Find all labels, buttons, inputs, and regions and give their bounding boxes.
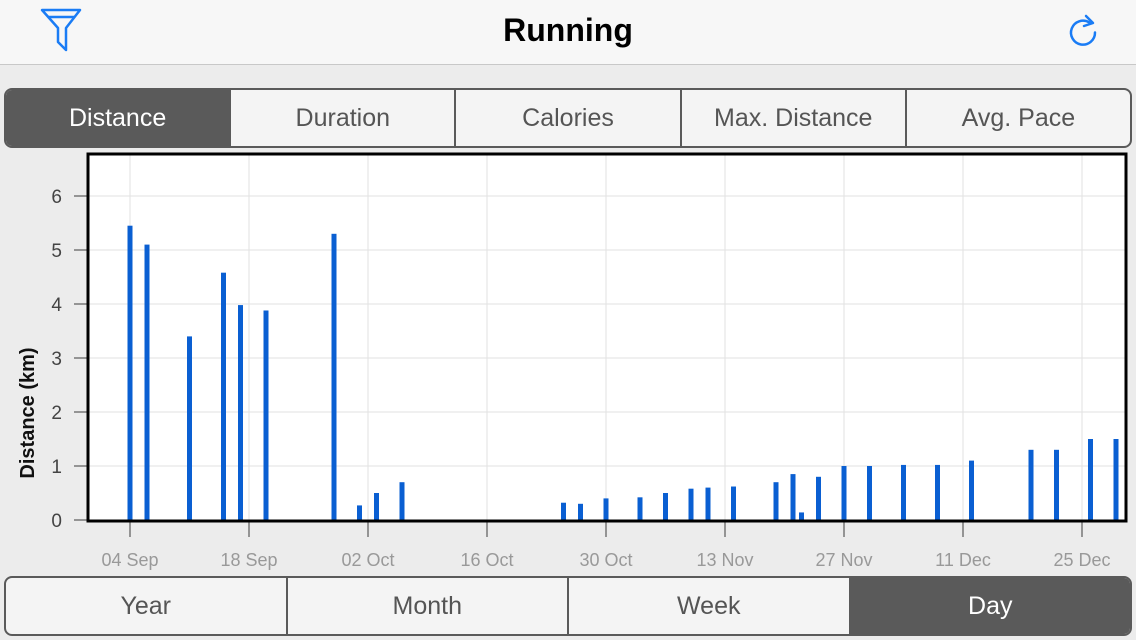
distance-chart: 0 1 2 3 4 5 6 04 Sep 18 Sep 02 Oct 16 Oct 30 Oct 13 … (0, 148, 1136, 576)
bar[interactable] (790, 474, 796, 520)
plot-area (88, 154, 1126, 521)
y-tick-label: 3 (51, 349, 62, 370)
y-tick-label: 6 (51, 187, 62, 208)
y-tick-label: 2 (51, 403, 62, 424)
bar[interactable] (637, 497, 643, 520)
bar[interactable] (127, 225, 133, 520)
x-tick-label: 02 Oct (341, 550, 394, 570)
bar[interactable] (816, 476, 821, 520)
bar[interactable] (1088, 439, 1093, 520)
bar[interactable] (841, 466, 847, 520)
tab-avg-pace[interactable]: Avg. Pace (904, 90, 1130, 146)
bar[interactable] (935, 464, 940, 520)
bar[interactable] (901, 464, 906, 520)
bar[interactable] (799, 512, 804, 520)
x-tick-label: 16 Oct (460, 550, 513, 570)
metric-segmented-control: Distance Duration Calories Max. Distance… (4, 88, 1132, 148)
x-tick-label: 30 Oct (579, 550, 632, 570)
bar[interactable] (263, 310, 269, 520)
x-tick-label: 18 Sep (220, 550, 277, 570)
tab-week[interactable]: Week (567, 578, 849, 634)
tab-year[interactable]: Year (120, 591, 171, 620)
bar[interactable] (561, 502, 566, 520)
refresh-icon (1069, 14, 1097, 46)
bar[interactable] (374, 493, 379, 520)
tab-max-distance[interactable]: Max. Distance (679, 90, 905, 146)
bar[interactable] (144, 244, 150, 520)
bar[interactable] (399, 482, 405, 520)
tab-duration[interactable]: Duration (229, 90, 454, 146)
bar[interactable] (731, 486, 736, 520)
bar[interactable] (969, 460, 974, 520)
bar[interactable] (187, 336, 192, 520)
filter-icon (40, 8, 82, 52)
bar[interactable] (331, 233, 337, 521)
bar[interactable] (603, 498, 609, 520)
bar[interactable] (357, 505, 362, 520)
y-tick-label: 0 (51, 511, 62, 532)
bar[interactable] (688, 488, 694, 520)
bar[interactable] (578, 503, 583, 520)
x-tick-label: 25 Dec (1053, 550, 1110, 570)
filter-button[interactable] (38, 6, 86, 54)
tab-distance[interactable]: Distance (6, 90, 230, 146)
tab-calories[interactable]: Calories (454, 90, 679, 146)
refresh-button[interactable] (1062, 12, 1102, 52)
bar[interactable] (773, 482, 779, 520)
y-tick-label: 5 (51, 241, 62, 262)
bar[interactable] (867, 466, 872, 520)
x-tick-label: 13 Nov (696, 550, 753, 570)
period-segmented-control: Year Month Week Day (4, 576, 1132, 636)
bar[interactable] (1028, 449, 1034, 520)
bar[interactable] (238, 305, 243, 520)
plot-border (86, 152, 1128, 523)
bar[interactable] (221, 272, 226, 520)
y-tick-label: 4 (51, 295, 62, 316)
navigation-bar: Running (0, 0, 1136, 65)
x-tick-label: 27 Nov (815, 550, 872, 570)
bar[interactable] (1113, 439, 1119, 520)
bar[interactable] (663, 493, 668, 520)
x-tick-label: 11 Dec (935, 550, 991, 570)
y-axis-label: Distance (km) (17, 347, 39, 478)
x-tick-label: 04 Sep (101, 550, 158, 570)
bar[interactable] (705, 487, 711, 520)
bar[interactable] (1054, 449, 1059, 520)
y-tick-label: 1 (51, 457, 62, 478)
page-title: Running (503, 12, 633, 48)
tab-month[interactable]: Month (285, 578, 568, 634)
chart-svg: 0 1 2 3 4 5 6 04 Sep 18 Sep 02 Oct 16 Oct 30 Oct 13 … (17, 152, 1128, 570)
tab-day[interactable]: Day (848, 578, 1130, 634)
